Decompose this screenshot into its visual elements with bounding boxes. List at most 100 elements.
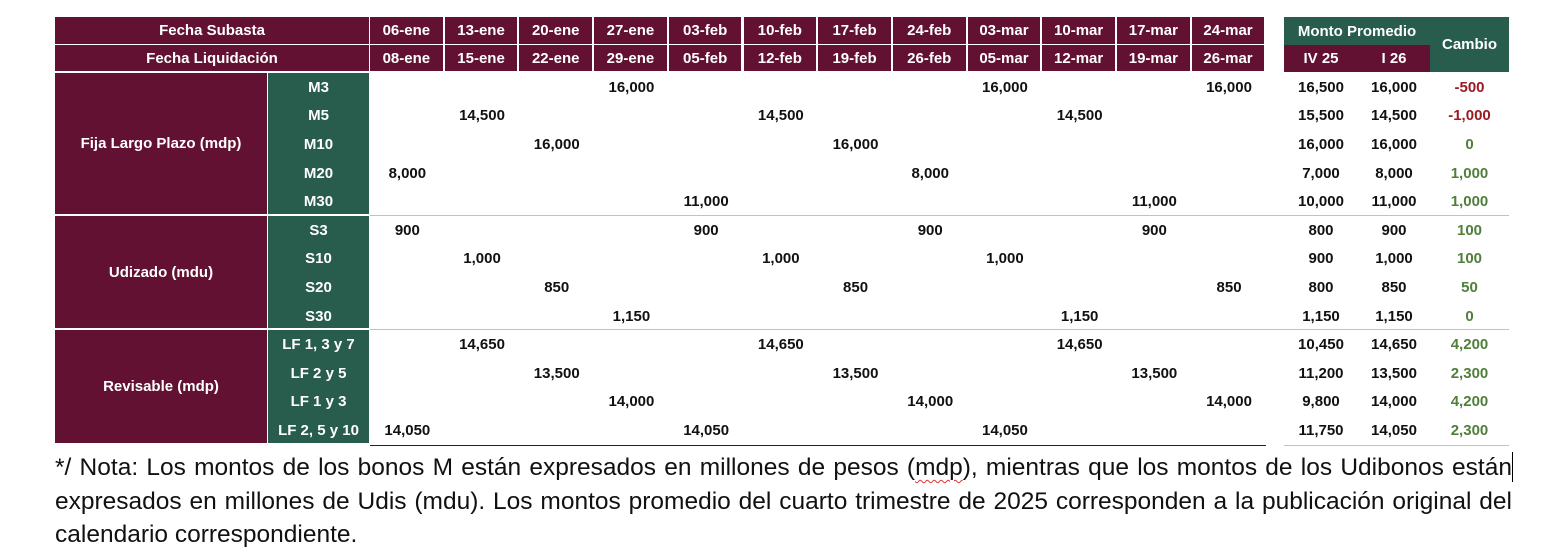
settlement-date-header: 19-mar bbox=[1117, 45, 1190, 71]
avg-prev-cell: 800 bbox=[1308, 221, 1334, 239]
avg-prev-cell: 800 bbox=[1308, 278, 1334, 296]
auction-date-header: 24-mar bbox=[1191, 17, 1265, 44]
auction-amount-cell: 14,000 bbox=[608, 393, 655, 411]
auction-amount-cell: 13,500 bbox=[832, 364, 879, 382]
instrument-label: LF 2, 5 y 10 bbox=[278, 421, 359, 439]
auction-amount-cell: 850 bbox=[1216, 278, 1242, 296]
change-cell: 50 bbox=[1461, 278, 1478, 296]
auction-amount-cell: 16,000 bbox=[533, 135, 580, 153]
avg-prev-cell: 11,200 bbox=[1298, 364, 1344, 382]
avg-curr-cell: 14,650 bbox=[1371, 336, 1417, 354]
auction-date-header: 10-mar bbox=[1042, 17, 1115, 44]
group-separator bbox=[370, 329, 1266, 331]
avg-curr-cell: 13,500 bbox=[1371, 364, 1417, 382]
footnote-text-part2: ), mientras que los montos de los Udibon… bbox=[55, 454, 1512, 548]
auction-amount-cell: 16,000 bbox=[608, 78, 655, 96]
avg-curr-cell: 1,150 bbox=[1375, 307, 1413, 325]
change-cell: 2,300 bbox=[1450, 364, 1489, 382]
change-cell: 1,000 bbox=[1450, 164, 1489, 182]
auction-amount-cell: 11,000 bbox=[683, 193, 729, 211]
avg-prev-cell: 900 bbox=[1308, 250, 1334, 268]
group-separator-right bbox=[1284, 215, 1509, 216]
auction-date-header: 13-ene bbox=[444, 17, 518, 44]
auction-amount-cell: 14,050 bbox=[384, 421, 431, 439]
avg-curr-cell: 16,000 bbox=[1371, 135, 1417, 153]
auction-amount-cell: 14,500 bbox=[757, 107, 804, 125]
instrument-label: S30 bbox=[305, 307, 332, 325]
instrument-label: LF 1, 3 y 7 bbox=[282, 336, 355, 354]
instrument-column-block bbox=[268, 216, 369, 329]
auction-date-header: 20-ene bbox=[519, 17, 593, 44]
auction-amount-cell: 1,150 bbox=[612, 307, 651, 325]
group-label: Revisable (mdp) bbox=[55, 330, 267, 443]
settlement-date-header: 26-feb bbox=[892, 45, 966, 71]
auction-amount-cell: 1,000 bbox=[463, 250, 501, 268]
auction-amount-cell: 900 bbox=[1141, 221, 1167, 239]
auction-date-header: 17-mar bbox=[1117, 17, 1190, 44]
settlement-date-header: 22-ene bbox=[519, 45, 593, 71]
avg-curr-cell: 8,000 bbox=[1375, 164, 1413, 182]
auction-amount-cell: 16,000 bbox=[981, 78, 1028, 96]
group-separator bbox=[370, 215, 1266, 216]
group-label: Udizado (mdu) bbox=[55, 216, 267, 329]
avg-prev-cell: 7,000 bbox=[1302, 164, 1340, 182]
avg-curr-cell: 16,000 bbox=[1371, 78, 1417, 96]
avg-prev-cell: 1,150 bbox=[1302, 307, 1340, 325]
auction-amount-cell: 14,000 bbox=[1206, 393, 1252, 411]
auction-amount-cell: 16,000 bbox=[1206, 78, 1252, 96]
period-prev-header: IV 25 bbox=[1284, 45, 1358, 72]
auction-amount-cell: 14,050 bbox=[683, 421, 730, 439]
auction-amount-cell: 900 bbox=[693, 221, 719, 239]
avg-curr-cell: 900 bbox=[1381, 221, 1407, 239]
auction-amount-cell: 14,650 bbox=[459, 336, 505, 354]
period-curr-header: I 26 bbox=[1358, 45, 1430, 72]
table-bottom-border bbox=[370, 444, 1266, 446]
footnote-text-part1: */ Nota: Los montos de los bonos M están… bbox=[55, 454, 916, 481]
change-cell: 1,000 bbox=[1450, 193, 1489, 211]
instrument-label: M30 bbox=[303, 193, 334, 211]
avg-curr-cell: 14,500 bbox=[1371, 107, 1417, 125]
avg-curr-cell: 850 bbox=[1381, 278, 1407, 296]
instrument-label: S10 bbox=[305, 250, 332, 268]
auction-amount-cell: 900 bbox=[394, 221, 420, 239]
auction-amount-cell: 14,650 bbox=[757, 336, 804, 354]
auction-amount-cell: 8,000 bbox=[911, 164, 949, 182]
instrument-column-block bbox=[268, 73, 369, 214]
text-cursor bbox=[1512, 452, 1513, 482]
auction-amount-cell: 1,000 bbox=[762, 250, 800, 268]
change-cell: 0 bbox=[1465, 135, 1474, 153]
auction-date-header: 03-mar bbox=[967, 17, 1041, 44]
instrument-label: LF 1 y 3 bbox=[290, 393, 347, 411]
auction-amount-cell: 11,000 bbox=[1131, 193, 1177, 211]
auction-amount-cell: 13,500 bbox=[1131, 364, 1178, 382]
instrument-label: M3 bbox=[308, 78, 329, 96]
change-cell: 4,200 bbox=[1450, 336, 1489, 354]
auction-date-label: Fecha Subasta bbox=[55, 17, 369, 44]
auction-date-header: 03-feb bbox=[668, 17, 742, 44]
settlement-date-header: 12-feb bbox=[743, 45, 817, 71]
instrument-label: M20 bbox=[303, 164, 334, 182]
avg-prev-cell: 16,000 bbox=[1298, 135, 1344, 153]
instrument-label: S3 bbox=[309, 221, 328, 239]
avg-prev-cell: 11,750 bbox=[1298, 421, 1344, 439]
auction-amount-cell: 14,650 bbox=[1056, 336, 1103, 354]
auction-amount-cell: 16,000 bbox=[832, 135, 879, 153]
change-cell: 0 bbox=[1465, 307, 1474, 325]
settlement-date-label: Fecha Liquidación bbox=[55, 45, 369, 71]
settlement-date-header: 08-ene bbox=[370, 45, 443, 71]
table-bottom-border-right bbox=[1284, 444, 1509, 446]
settlement-date-header: 05-feb bbox=[668, 45, 742, 71]
avg-prev-cell: 15,500 bbox=[1298, 107, 1344, 125]
group-label: Fija Largo Plazo (mdp) bbox=[55, 73, 267, 214]
auction-date-header: 06-ene bbox=[370, 17, 443, 44]
auction-amount-cell: 14,500 bbox=[1056, 107, 1103, 125]
auction-amount-cell: 1,000 bbox=[986, 250, 1024, 268]
auction-date-header: 10-feb bbox=[743, 17, 817, 44]
auction-amount-cell: 13,500 bbox=[533, 364, 580, 382]
auction-amount-cell: 8,000 bbox=[388, 164, 427, 182]
spellcheck-flagged-word[interactable]: mdp bbox=[915, 454, 963, 481]
change-cell: -1,000 bbox=[1448, 107, 1491, 125]
change-cell: 100 bbox=[1456, 221, 1483, 239]
avg-prev-cell: 9,800 bbox=[1302, 393, 1340, 411]
change-cell: 4,200 bbox=[1450, 393, 1489, 411]
